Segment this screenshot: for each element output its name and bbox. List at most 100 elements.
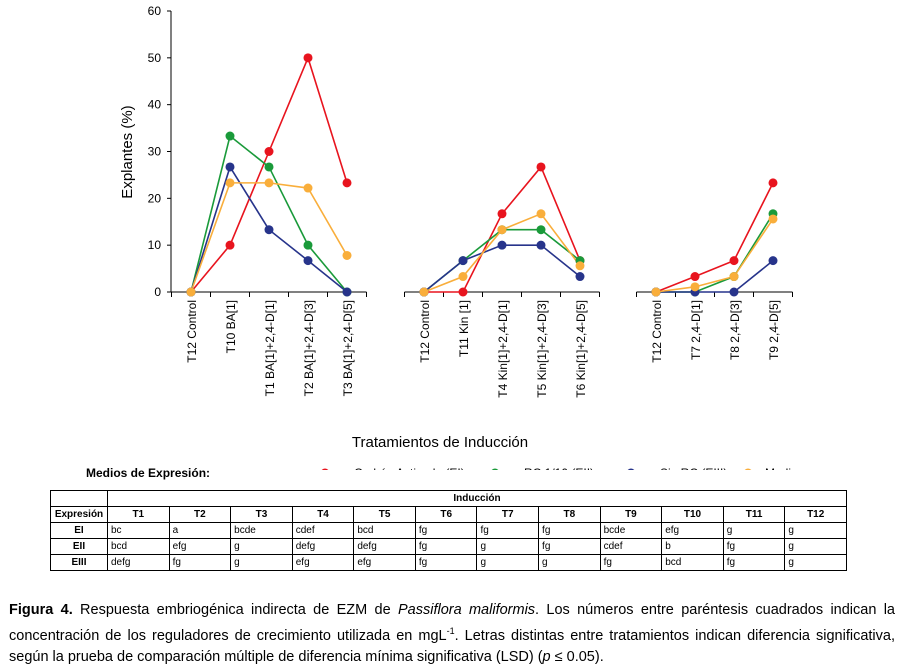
table-cell: fg — [414, 522, 478, 539]
table-cell: g — [476, 538, 540, 555]
table-row: EI bc a bcde cdef bcd fg fg fg bcde efg g g — [50, 522, 847, 539]
x-tick-label: T8 2,4-D[3] — [728, 300, 742, 360]
table-cell: bcd — [107, 538, 170, 555]
table-row: EIII defg fg g efg efg fg g g fg bcd fg g — [50, 554, 847, 571]
y-tick-label: 30 — [148, 145, 162, 159]
table-cell: efg — [168, 538, 232, 555]
y-tick-label: 40 — [148, 98, 162, 112]
data-point — [651, 287, 661, 297]
x-tick-label: T1 BA[1]+2,4-D[1] — [263, 300, 277, 396]
table-cell: defg — [353, 538, 416, 555]
table-cell: fg — [538, 538, 601, 555]
data-point — [303, 240, 313, 250]
series-line — [656, 259, 774, 293]
table-cell: fg — [476, 522, 540, 539]
table-column-header: T4 — [291, 506, 355, 523]
table-row: EII bcd efg g defg defg fg g fg cdef b fg g — [50, 538, 847, 555]
x-axis-label: Tratamientos de Inducción — [352, 434, 528, 451]
x-tick-label: T9 2,4-D[5] — [767, 300, 781, 360]
x-tick-label: T12 Control — [418, 300, 432, 363]
caption-p-symbol: p — [542, 648, 551, 665]
table-column-header: T10 — [661, 506, 724, 523]
data-point — [342, 178, 352, 188]
caption-label: Figura 4. — [9, 602, 73, 618]
table-row-header: EIII — [50, 554, 108, 571]
legend-label: Carbón Activado (EI) — [354, 466, 465, 470]
y-tick-label: 60 — [148, 4, 162, 18]
legend-label: Sin RC (EIII) — [660, 466, 727, 470]
legend-marker — [744, 468, 752, 470]
table-cell: fg — [538, 522, 601, 539]
table-row-header: EII — [50, 538, 108, 555]
caption-text-2: . Los números entre paréntesis cuadrados… — [9, 602, 895, 644]
table-header-row: Expresión T1 T2 T3 T4 T5 T6 T7 T8 T9 T10 T11 T12 — [50, 506, 847, 523]
table-column-header: T1 — [107, 506, 170, 523]
data-point — [225, 162, 235, 172]
table-cell: bcd — [353, 522, 416, 539]
table-cell: fg — [722, 538, 786, 555]
table-cell: efg — [661, 522, 724, 539]
line-chart: 0 10 20 30 40 50 60 T12 Control T10 BA[1] T1 BA[1… — [119, 4, 798, 470]
data-point — [342, 250, 352, 260]
table-cell: bcde — [599, 522, 663, 539]
data-point — [690, 272, 700, 282]
table-column-header: T2 — [168, 506, 232, 523]
table-cell: g — [784, 538, 847, 555]
caption-text-4: ≤ 0.05). — [550, 648, 604, 665]
table-row-header: EI — [50, 522, 108, 539]
legend-label: RC 1/10 (EII) — [524, 466, 594, 470]
x-tick-label: T7 2,4-D[1] — [689, 300, 703, 360]
data-point — [497, 225, 507, 235]
data-point — [225, 240, 235, 250]
y-tick-label: 20 — [148, 191, 162, 205]
table-cell: a — [168, 522, 232, 539]
data-point — [264, 178, 274, 188]
data-point — [225, 131, 235, 141]
x-tick-label: T11 Kin [1] — [457, 300, 471, 357]
data-point — [536, 240, 546, 250]
table-cell: g — [230, 554, 293, 571]
data-point — [536, 209, 546, 219]
data-point — [575, 272, 585, 282]
table-cell: bcd — [661, 554, 724, 571]
table-cell: fg — [722, 554, 786, 571]
table-cell: efg — [353, 554, 416, 571]
series-line — [190, 55, 348, 293]
table-column-header: T3 — [230, 506, 293, 523]
table-cell: g — [784, 522, 847, 539]
y-axis-label: Explantes (%) — [119, 105, 136, 198]
legend-marker — [627, 468, 635, 470]
data-point — [303, 53, 313, 63]
x-tick-label: T12 Control — [650, 300, 664, 363]
data-point — [768, 256, 778, 266]
table-super-header: Inducción — [107, 490, 847, 507]
figure-caption: Figura 4. Respuesta embriogénica indirec… — [9, 600, 895, 668]
table-column-header: T12 — [784, 506, 847, 523]
data-point — [575, 261, 585, 271]
table-cell: fg — [414, 538, 478, 555]
data-point — [536, 225, 546, 235]
series-line — [423, 244, 581, 293]
caption-species: Passiflora maliformis — [398, 602, 536, 618]
legend-marker — [491, 468, 499, 470]
table-cell: cdef — [599, 538, 663, 555]
caption-superscript: -1 — [446, 626, 455, 636]
table-cell: g — [538, 554, 601, 571]
data-point — [458, 287, 468, 297]
series-line — [655, 182, 774, 293]
data-point — [419, 287, 429, 297]
lsd-table: Inducción Expresión T1 T2 T3 T4 T5 T6 T7 T8 T9 T10… — [50, 490, 847, 571]
caption-text-1: Respuesta embriogénica indirecta de EZM … — [72, 602, 398, 618]
x-tick-label: T12 Control — [185, 300, 199, 363]
x-tick-label: T3 BA[1]+2,4-D[5] — [341, 300, 355, 396]
data-point — [729, 287, 739, 297]
table-cell: cdef — [291, 522, 355, 539]
data-point — [536, 162, 546, 172]
legend-label: Media — [765, 466, 798, 470]
legend-marker — [321, 468, 329, 470]
table-cell: fg — [599, 554, 663, 571]
table-cell: g — [230, 538, 293, 555]
table-column-header: T9 — [599, 506, 663, 523]
x-tick-label: T4 Kin[1]+2,4-D[1] — [496, 300, 510, 398]
x-tick-label: T10 BA[1] — [224, 300, 238, 353]
